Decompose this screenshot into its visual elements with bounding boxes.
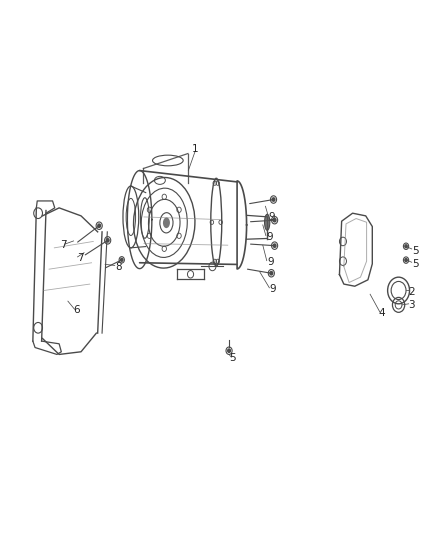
Text: 8: 8 bbox=[115, 262, 122, 271]
Text: 9: 9 bbox=[267, 257, 274, 267]
Ellipse shape bbox=[265, 214, 270, 230]
Text: 1: 1 bbox=[191, 144, 198, 154]
Circle shape bbox=[106, 239, 109, 242]
Circle shape bbox=[272, 198, 275, 201]
Text: 9: 9 bbox=[269, 284, 276, 294]
Text: 5: 5 bbox=[229, 353, 236, 363]
Text: 7: 7 bbox=[77, 253, 84, 263]
Text: 4: 4 bbox=[378, 308, 385, 318]
Circle shape bbox=[98, 224, 101, 228]
Ellipse shape bbox=[163, 217, 170, 228]
Text: 7: 7 bbox=[60, 240, 67, 250]
Text: 9: 9 bbox=[266, 232, 273, 242]
Circle shape bbox=[405, 259, 407, 262]
Circle shape bbox=[120, 259, 123, 261]
Text: 5: 5 bbox=[412, 246, 419, 255]
Circle shape bbox=[270, 272, 273, 275]
Text: 5: 5 bbox=[412, 259, 419, 269]
Text: 9: 9 bbox=[268, 212, 275, 222]
Text: 2: 2 bbox=[408, 287, 415, 296]
Text: 3: 3 bbox=[408, 300, 415, 310]
Circle shape bbox=[273, 244, 276, 247]
Circle shape bbox=[228, 349, 230, 352]
Circle shape bbox=[273, 219, 276, 222]
Text: 6: 6 bbox=[73, 305, 80, 315]
Circle shape bbox=[405, 245, 407, 248]
